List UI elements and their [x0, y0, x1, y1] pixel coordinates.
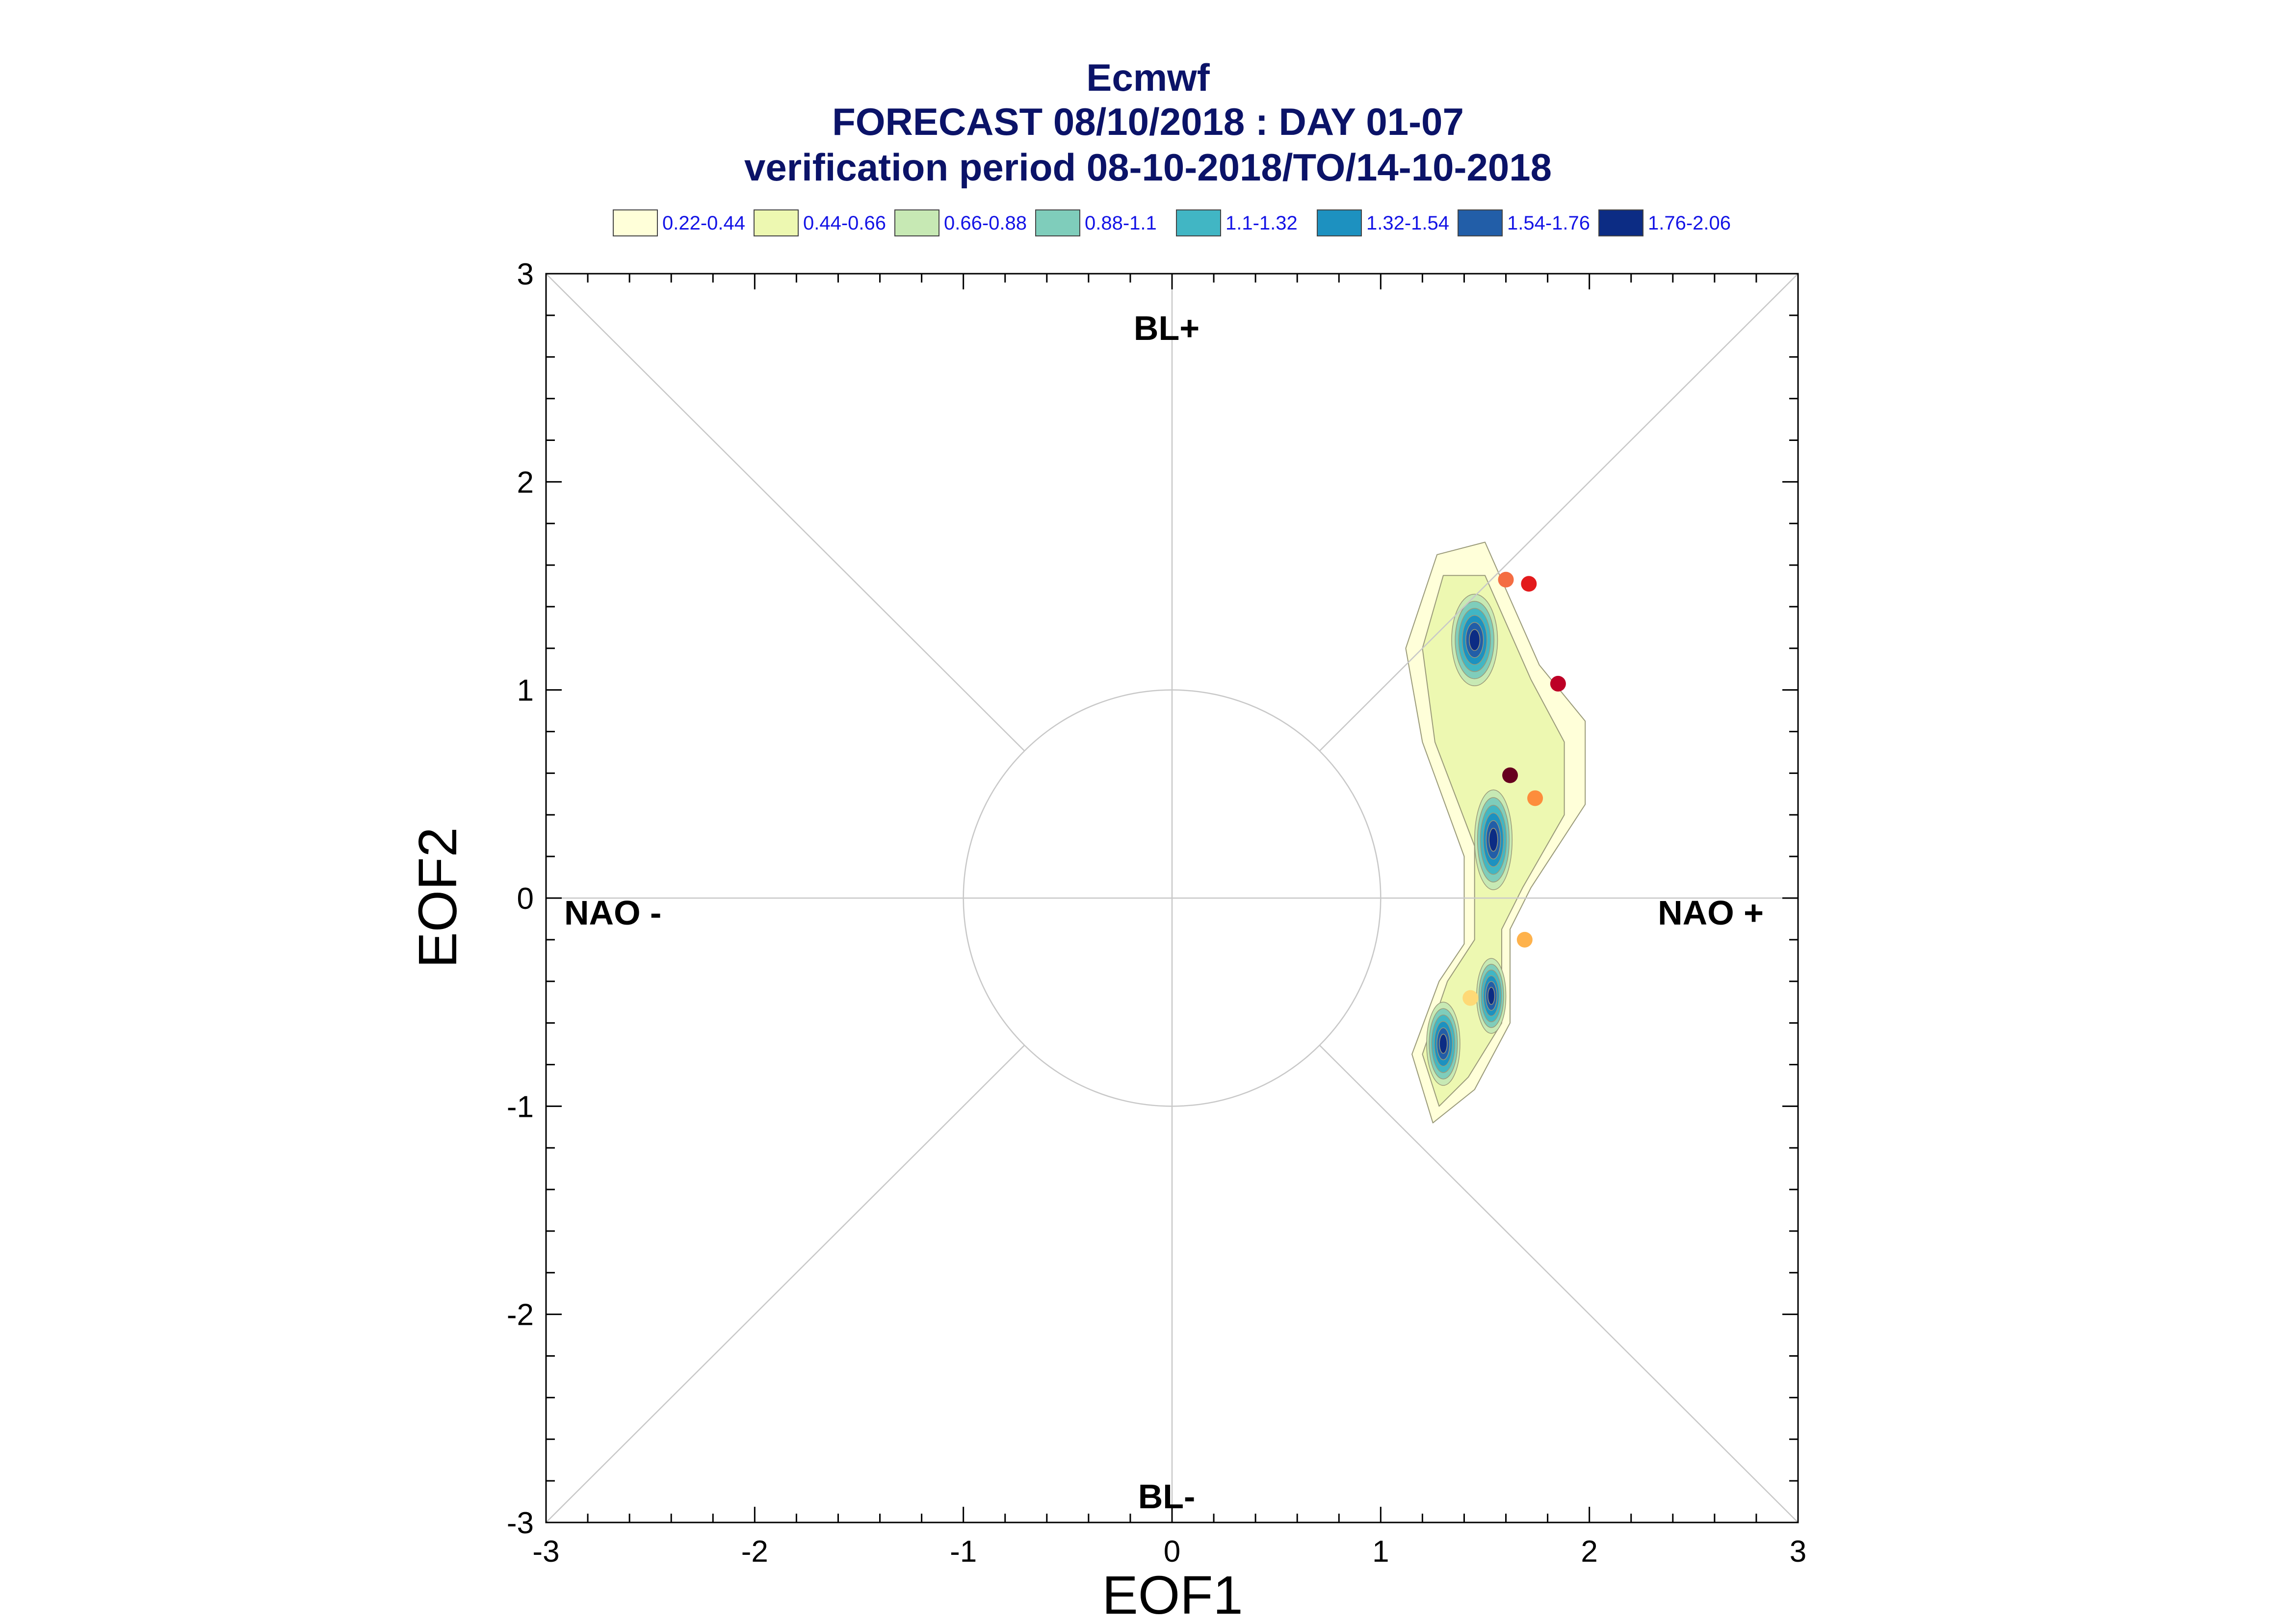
chart-subtitle: FORECAST 08/10/2018 : DAY 01-07 [832, 100, 1464, 143]
regime-label-nao-plus: NAO + [1658, 894, 1764, 932]
density-contour [1487, 987, 1495, 1005]
density-contour [1469, 629, 1481, 651]
legend-label: 0.22-0.44 [662, 212, 745, 234]
forecast-point [1516, 931, 1533, 948]
x-tick-label: 0 [1164, 1535, 1180, 1569]
legend-label: 0.66-0.88 [944, 212, 1027, 234]
legend-swatch [1598, 209, 1643, 236]
regime-label-nao-minus: NAO - [564, 894, 661, 932]
forecast-points [1462, 571, 1566, 1006]
legend-swatch [1176, 209, 1221, 236]
legend: 0.22-0.44 0.44-0.66 0.66-0.88 0.88-1.1 1.1-1… [613, 209, 1731, 236]
chart-title: Ecmwf [1086, 56, 1210, 99]
forecast-point [1527, 790, 1543, 806]
legend-label: 1.54-1.76 [1507, 212, 1590, 234]
forecast-point [1521, 576, 1537, 592]
density-contours [1405, 541, 1586, 1124]
plot-area: -3 -2 -1 0 1 2 3 -3 -2 -1 0 1 2 3 [507, 258, 1806, 1569]
legend-label: 1.1-1.32 [1226, 212, 1298, 234]
x-axis-label: EOF1 [1102, 1565, 1243, 1624]
legend-label: 0.44-0.66 [803, 212, 886, 234]
x-tick-label: 3 [1790, 1535, 1806, 1569]
regime-label-bl-minus: BL- [1138, 1477, 1196, 1516]
x-tick-label: 1 [1372, 1535, 1389, 1569]
y-tick-label: 3 [517, 258, 534, 291]
y-tick-label: 1 [517, 674, 534, 708]
legend-swatch [1035, 209, 1080, 236]
forecast-point [1462, 990, 1479, 1006]
y-tick-label: 2 [517, 465, 534, 499]
x-tick-label: -1 [950, 1535, 977, 1569]
x-tick-label: -2 [741, 1535, 768, 1569]
legend-swatch [1458, 209, 1503, 236]
legend-swatch [754, 209, 799, 236]
guide-diagonal [1319, 1045, 1799, 1523]
axis-ticks: -3 -2 -1 0 1 2 3 -3 -2 -1 0 1 2 3 [507, 258, 1806, 1569]
guide-diagonal [1319, 273, 1799, 751]
guide-diagonal [546, 273, 1025, 751]
unit-circle [963, 689, 1382, 1107]
legend-label: 0.88-1.1 [1085, 212, 1157, 234]
y-axis-label: EOF2 [408, 827, 468, 968]
forecast-point [1502, 767, 1518, 783]
guide-lines [546, 273, 1799, 1523]
y-tick-label: 0 [517, 882, 534, 916]
y-tick-label: -3 [507, 1506, 534, 1540]
legend-label: 1.32-1.54 [1366, 212, 1449, 234]
x-tick-label: 2 [1581, 1535, 1597, 1569]
regime-label-bl-plus: BL+ [1134, 309, 1200, 347]
y-tick-label: -1 [507, 1090, 534, 1124]
chart-subtitle-period: verification period 08-10-2018/TO/14-10-… [744, 146, 1552, 189]
legend-swatch [613, 209, 658, 236]
forecast-point [1498, 571, 1514, 588]
x-tick-label: -3 [532, 1535, 559, 1569]
legend-swatch [1317, 209, 1362, 236]
forecast-point [1550, 675, 1566, 692]
density-contour [1488, 827, 1498, 852]
density-contour [1439, 1033, 1448, 1054]
y-tick-label: -2 [507, 1298, 534, 1332]
guide-diagonal [546, 1045, 1025, 1523]
legend-swatch [894, 209, 939, 236]
legend-label: 1.76-2.06 [1648, 212, 1731, 234]
